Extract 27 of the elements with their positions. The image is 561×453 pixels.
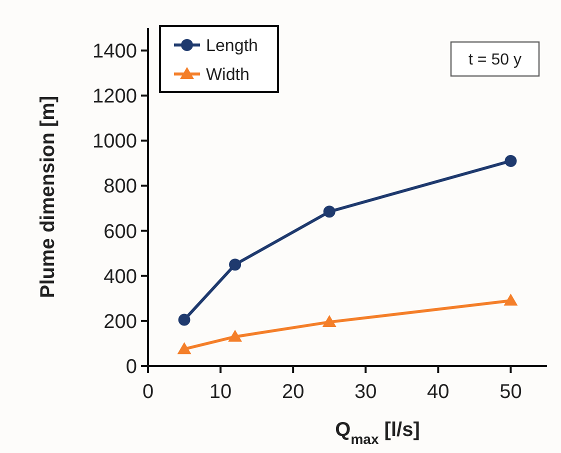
x-tick-label: 0: [142, 381, 154, 403]
y-tick-label: 1400: [92, 40, 137, 63]
x-tick-label: 20: [282, 381, 304, 403]
y-tick-label: 200: [104, 310, 137, 333]
point: [229, 258, 242, 271]
point: [228, 330, 242, 342]
point: [178, 314, 190, 326]
y-tick-label: 800: [104, 176, 137, 198]
x-axis-title: Q$_{max}$ [l/s]: [335, 419, 420, 447]
y-tick-label: 0: [126, 356, 137, 378]
point: [504, 154, 517, 167]
legend-label: Length: [206, 36, 258, 55]
y-tick-label: 1200: [92, 86, 137, 108]
annotation: t = 50 y: [468, 52, 522, 69]
x-tick-label: 40: [427, 381, 450, 403]
y-tick-label: 600: [104, 220, 137, 243]
point: [177, 342, 192, 354]
point: [504, 294, 518, 306]
y-tick-label: 1000: [92, 130, 137, 153]
legend-label: Width: [206, 64, 250, 84]
point: [322, 315, 336, 328]
y-axis-title: Plume dimension [m]: [37, 96, 59, 298]
y-tick-label: 400: [104, 266, 137, 288]
x-tick-label: 50: [500, 381, 522, 403]
x-tick-label: 30: [354, 381, 377, 403]
x-tick-label: 10: [209, 381, 232, 403]
point: [323, 206, 336, 218]
